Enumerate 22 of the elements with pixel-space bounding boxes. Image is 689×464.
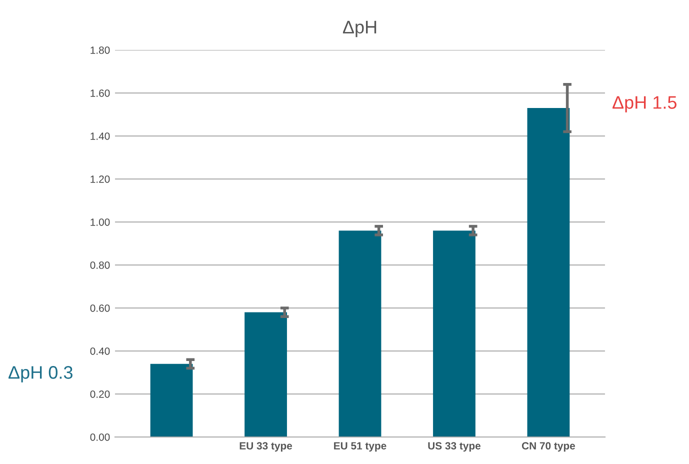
bar — [244, 312, 287, 437]
y-tick-label: 0.20 — [90, 390, 110, 398]
bar — [150, 364, 193, 437]
y-tick-label: 1.60 — [90, 90, 110, 97]
x-tick-label: US 33 type — [428, 442, 481, 452]
text: ΔpH 0.3 — [8, 366, 72, 382]
y-tick-label: 0.60 — [90, 304, 110, 312]
bar — [433, 230, 476, 437]
bar — [527, 108, 570, 437]
x-tick-label: EU 51 type — [334, 442, 386, 452]
x-tick-label: EU 33 type — [240, 442, 292, 452]
bar — [338, 230, 382, 437]
y-tick-label: 1.40 — [90, 132, 110, 140]
y-tick-label: 1.80 — [90, 46, 110, 54]
y-tick-label: 0.40 — [90, 348, 110, 355]
y-tick-label: 1.20 — [90, 176, 110, 183]
y-tick-label: 0.80 — [90, 262, 110, 269]
chart-title: ΔpH — [342, 20, 376, 38]
text: ΔpH 1.5 — [612, 96, 676, 112]
y-tick-label: 1.00 — [90, 218, 110, 226]
x-tick-label: CN 70 type — [522, 442, 576, 452]
y-tick-label: 0.00 — [90, 434, 110, 441]
